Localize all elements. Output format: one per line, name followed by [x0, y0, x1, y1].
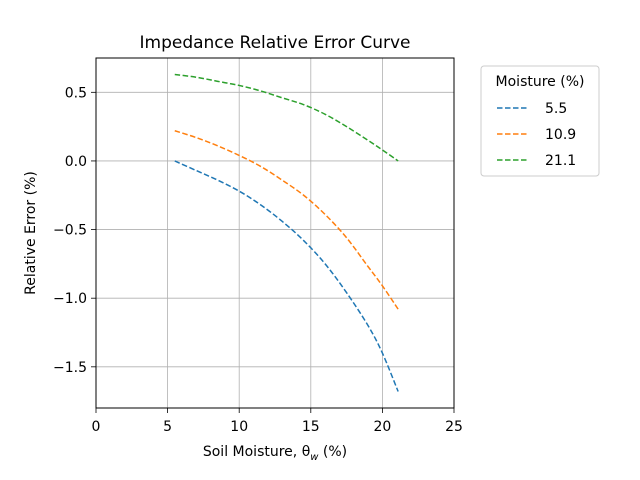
legend-label: 21.1 — [545, 153, 576, 169]
x-tick-label: 15 — [302, 419, 320, 435]
x-axis-label-subscript: w — [310, 452, 319, 463]
plot-series — [174, 73, 399, 392]
x-tick-label: 5 — [163, 419, 172, 435]
plot-area-frame — [95, 57, 455, 409]
x-axis-ticks: 0 5 10 15 20 25 — [92, 408, 463, 435]
legend-frame — [480, 65, 600, 177]
legend: Moisture (%) 5.5 10.9 21.1 — [480, 65, 600, 177]
y-tick-label: 0.5 — [65, 85, 87, 101]
series-line-5-5 — [174, 160, 399, 392]
legend-title: Moisture (%) — [496, 74, 585, 90]
x-tick-label: 20 — [373, 419, 391, 435]
x-tick-label: 25 — [445, 419, 463, 435]
grid-lines — [95, 58, 455, 408]
series-line-10-9 — [174, 130, 399, 310]
y-axis-ticks: 0.5 0.0 −0.5 −1.0 −1.5 — [53, 85, 96, 376]
legend-label: 5.5 — [545, 101, 567, 117]
legend-label: 10.9 — [545, 127, 576, 143]
legend-items: 5.5 10.9 21.1 — [497, 101, 576, 169]
x-axis-label-main: Soil Moisture, θ — [203, 444, 310, 460]
y-axis-label: Relative Error (%) — [23, 171, 39, 295]
chart-title: Impedance Relative Error Curve — [140, 33, 411, 53]
y-tick-label: 0.0 — [65, 154, 87, 170]
x-axis-label-suffix: (%) — [318, 444, 347, 460]
y-tick-label: −1.0 — [53, 291, 87, 307]
series-line-21-1 — [174, 73, 399, 162]
x-tick-label: 10 — [230, 419, 248, 435]
y-tick-label: −1.5 — [53, 360, 87, 376]
y-tick-label: −0.5 — [53, 223, 87, 239]
x-tick-label: 0 — [92, 419, 101, 435]
x-axis-label: Soil Moisture, θw (%) — [203, 444, 347, 463]
